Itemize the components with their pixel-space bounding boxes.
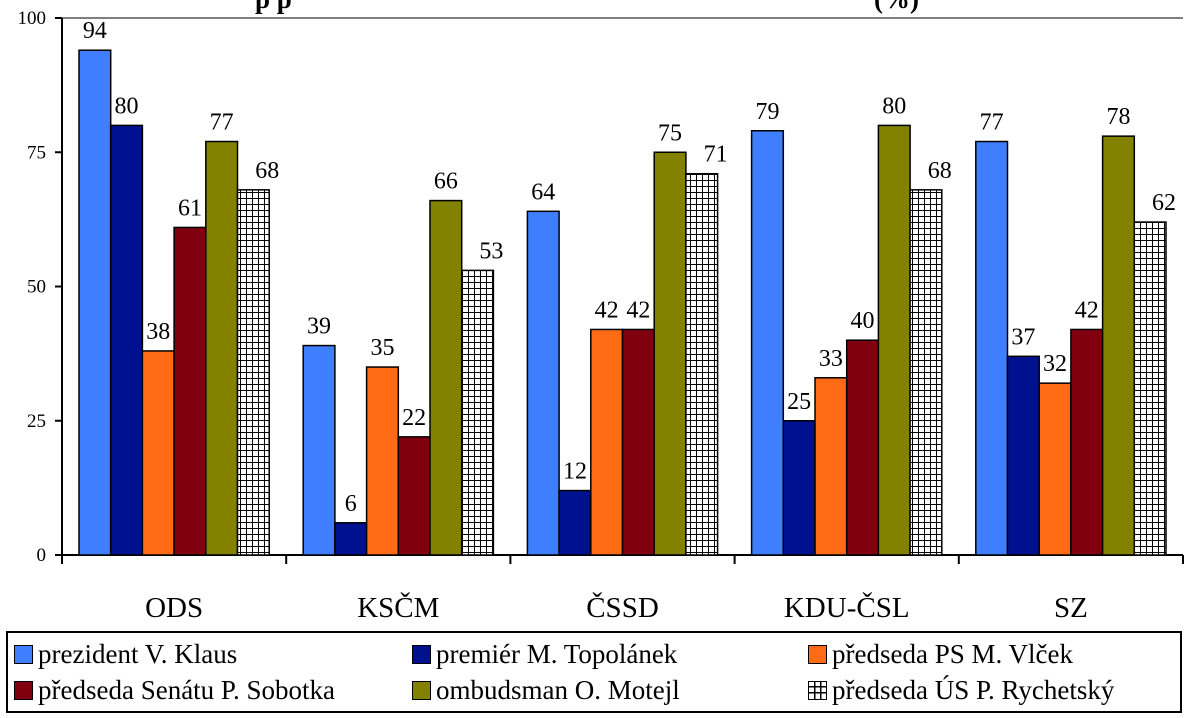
bar-chart: p p (%) 0 25 50 75 100 ODS KSČM ČSSD KDU-ČSL SZ 9… (18, 0, 1184, 624)
data-label: 33 (819, 346, 843, 372)
legend-label: prezident V. Klaus (38, 638, 238, 669)
data-label: 25 (787, 389, 811, 415)
bar (1101, 135, 1136, 556)
data-label: 62 (1152, 190, 1176, 216)
x-tick-label: KDU-ČSL (784, 591, 910, 624)
bar (334, 522, 368, 556)
bar (78, 49, 112, 556)
legend-item-vlcek: předseda PS M. Vlček (808, 636, 1073, 672)
bar (1038, 382, 1072, 556)
data-label: 32 (1043, 351, 1067, 377)
bar (909, 189, 943, 556)
data-label: 22 (402, 405, 426, 431)
bar (558, 489, 592, 556)
data-label: 66 (434, 169, 458, 195)
bar (429, 199, 463, 556)
data-label: 39 (307, 314, 331, 340)
bar (1070, 328, 1104, 556)
x-tick-label: ODS (145, 592, 203, 624)
data-label: 68 (928, 158, 952, 184)
legend-label: předseda PS M. Vlček (832, 638, 1073, 669)
bar (877, 124, 911, 556)
bar (975, 140, 1009, 556)
data-label: 75 (658, 120, 682, 146)
data-label: 68 (255, 158, 279, 184)
bar (460, 269, 495, 556)
bar (365, 366, 400, 556)
data-label: 35 (370, 335, 394, 361)
bar (685, 172, 719, 556)
chart-title-right: (%) (874, 0, 919, 14)
data-label: 42 (626, 297, 650, 323)
chart-title-left: p p (255, 0, 292, 14)
data-label: 61 (178, 195, 202, 221)
legend-item-topolanek: premiér M. Topolánek (412, 636, 677, 672)
legend-swatch (14, 644, 33, 664)
data-label: 80 (882, 93, 906, 119)
bar (236, 189, 270, 556)
legend-swatch (14, 680, 33, 700)
data-label: 94 (83, 18, 107, 44)
data-label: 12 (563, 459, 587, 485)
chart-legend: prezident V. Klaus premiér M. Topolánek … (6, 631, 1182, 713)
legend-label: premiér M. Topolánek (436, 638, 678, 669)
bar (653, 151, 687, 556)
bar (205, 140, 239, 556)
y-tick-label: 100 (18, 8, 47, 29)
bar (750, 130, 785, 556)
data-label: 77 (980, 110, 1004, 136)
bar (845, 339, 880, 556)
legend-swatch (808, 644, 827, 664)
data-label: 80 (115, 93, 139, 119)
legend-item-motejl: ombudsman O. Motejl (412, 672, 680, 708)
x-tick-label: ČSSD (586, 591, 659, 624)
data-label: 42 (1075, 297, 1099, 323)
bar (397, 436, 431, 556)
bar (173, 226, 207, 556)
bar (814, 377, 848, 556)
legend-swatch (412, 680, 431, 700)
data-label: 37 (1011, 324, 1035, 350)
legend-item-rychetsky: předseda ÚS P. Rychetský (808, 672, 1114, 708)
bar (621, 328, 655, 556)
legend-swatch (412, 644, 431, 664)
data-label: 40 (851, 308, 875, 334)
y-tick-label: 25 (27, 411, 46, 432)
y-tick-label: 50 (27, 277, 46, 298)
legend-label: ombudsman O. Motejl (436, 674, 680, 705)
x-tick-label: SZ (1054, 592, 1088, 624)
bar (782, 420, 816, 556)
legend-label: předseda Senátu P. Sobotka (38, 674, 335, 705)
data-label: 42 (595, 297, 619, 323)
data-label: 6 (345, 491, 357, 517)
y-tick-label: 0 (37, 545, 47, 566)
legend-item-klaus: prezident V. Klaus (14, 636, 237, 672)
legend-swatch (808, 680, 827, 700)
legend-item-sobotka: předseda Senátu P. Sobotka (14, 672, 335, 708)
data-label: 53 (479, 238, 503, 264)
bar (109, 124, 144, 556)
data-label: 78 (1106, 104, 1130, 130)
data-label: 38 (146, 319, 170, 345)
legend-label: předseda ÚS P. Rychetský (832, 674, 1115, 705)
data-label: 77 (210, 110, 234, 136)
bar (590, 328, 624, 556)
bar (141, 350, 175, 556)
data-label: 79 (755, 99, 779, 125)
bar (1133, 221, 1167, 556)
x-tick-label: KSČM (357, 591, 439, 624)
y-tick-label: 75 (27, 142, 46, 163)
bar (302, 344, 336, 556)
data-label: 64 (531, 179, 555, 205)
bar (1006, 355, 1040, 556)
bar (526, 210, 560, 556)
data-label: 71 (704, 142, 728, 168)
